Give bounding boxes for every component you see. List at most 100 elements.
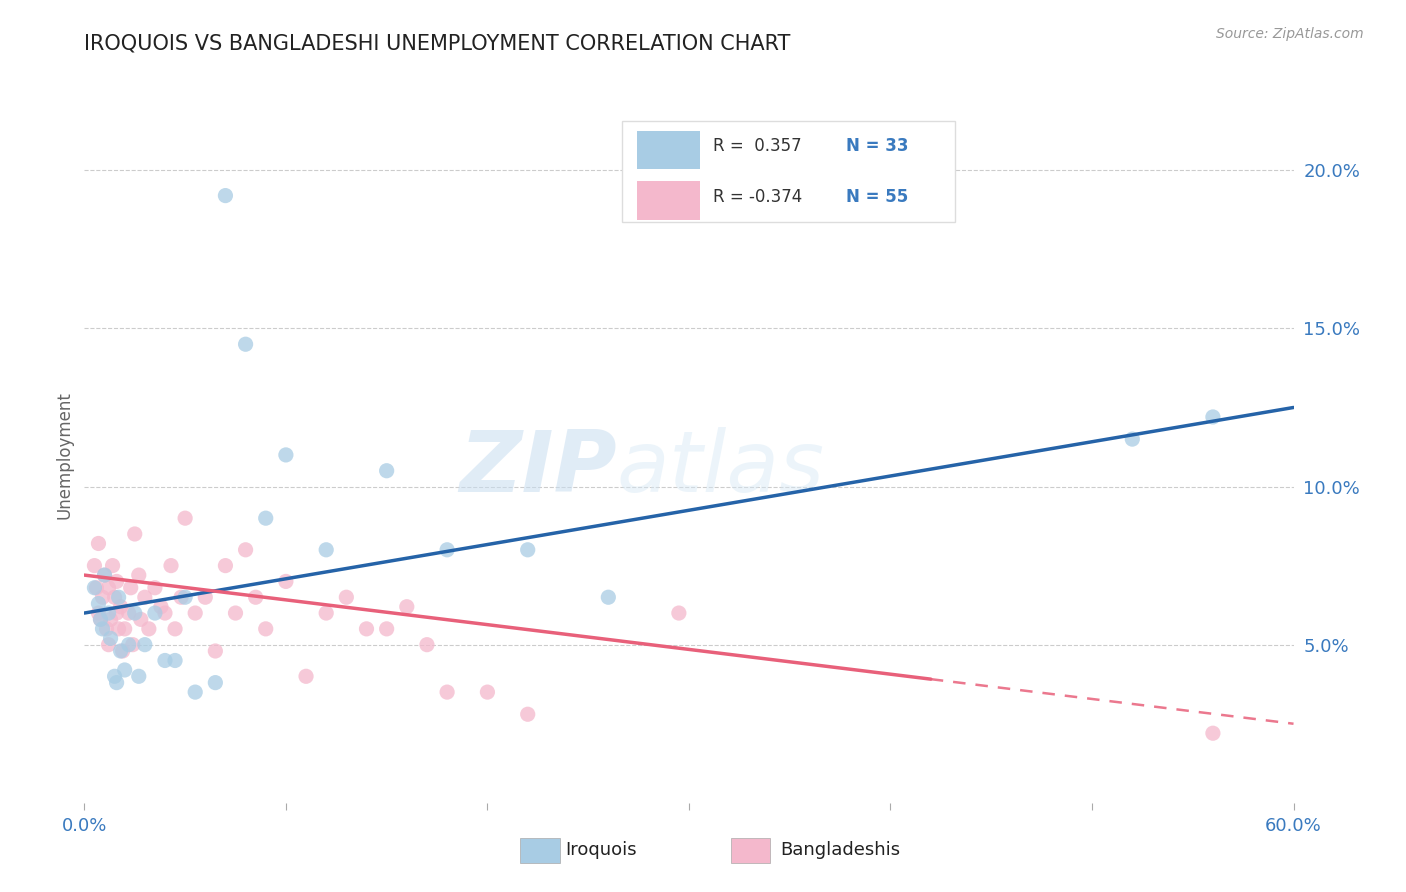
- Point: [204, 675, 226, 690]
- Point: [114, 663, 136, 677]
- Point: [160, 558, 183, 573]
- Point: [184, 606, 207, 620]
- Point: [149, 599, 172, 614]
- Text: Iroquois: Iroquois: [565, 841, 637, 859]
- Point: [194, 591, 217, 605]
- FancyBboxPatch shape: [623, 121, 955, 222]
- Point: [107, 591, 129, 605]
- Point: [598, 591, 620, 605]
- Text: IROQUOIS VS BANGLADESHI UNEMPLOYMENT CORRELATION CHART: IROQUOIS VS BANGLADESHI UNEMPLOYMENT COR…: [84, 34, 790, 54]
- Point: [204, 644, 226, 658]
- Point: [214, 188, 236, 202]
- Point: [121, 638, 143, 652]
- Point: [101, 558, 124, 573]
- Point: [254, 622, 277, 636]
- Point: [118, 606, 141, 620]
- Point: [295, 669, 318, 683]
- Point: [87, 597, 110, 611]
- Point: [100, 612, 122, 626]
- Point: [375, 464, 398, 478]
- Point: [134, 638, 156, 652]
- Point: [315, 542, 337, 557]
- Point: [668, 606, 690, 620]
- Text: R =  0.357: R = 0.357: [713, 137, 801, 155]
- Text: R = -0.374: R = -0.374: [713, 187, 803, 206]
- Point: [97, 606, 120, 620]
- Point: [315, 606, 337, 620]
- Point: [356, 622, 378, 636]
- Text: atlas: atlas: [616, 427, 824, 510]
- Text: Bangladeshis: Bangladeshis: [780, 841, 900, 859]
- Point: [87, 606, 110, 620]
- Point: [153, 606, 176, 620]
- Point: [214, 558, 236, 573]
- Point: [335, 591, 357, 605]
- FancyBboxPatch shape: [637, 181, 700, 219]
- Point: [100, 632, 122, 646]
- Point: [110, 599, 132, 614]
- Point: [91, 591, 114, 605]
- Point: [97, 638, 120, 652]
- Point: [165, 622, 187, 636]
- Point: [225, 606, 247, 620]
- Point: [124, 606, 146, 620]
- Point: [165, 653, 187, 667]
- Point: [516, 542, 538, 557]
- Point: [174, 511, 197, 525]
- Text: N = 55: N = 55: [846, 187, 908, 206]
- Point: [436, 542, 458, 557]
- Point: [477, 685, 499, 699]
- Point: [274, 448, 297, 462]
- Point: [105, 574, 128, 589]
- Point: [86, 581, 108, 595]
- Point: [114, 622, 136, 636]
- Point: [138, 622, 160, 636]
- Point: [235, 542, 257, 557]
- Y-axis label: Unemployment: Unemployment: [55, 391, 73, 519]
- Point: [1202, 726, 1225, 740]
- Point: [93, 568, 115, 582]
- Point: [89, 612, 111, 626]
- Point: [97, 581, 120, 595]
- Point: [104, 669, 127, 683]
- Point: [91, 622, 114, 636]
- Point: [111, 644, 134, 658]
- Text: Source: ZipAtlas.com: Source: ZipAtlas.com: [1216, 27, 1364, 41]
- Point: [170, 591, 193, 605]
- Point: [436, 685, 458, 699]
- Point: [254, 511, 277, 525]
- Point: [375, 622, 398, 636]
- Point: [104, 591, 127, 605]
- Point: [118, 638, 141, 652]
- Point: [107, 622, 129, 636]
- Point: [105, 675, 128, 690]
- Point: [110, 644, 132, 658]
- Point: [143, 581, 166, 595]
- Point: [124, 527, 146, 541]
- Point: [89, 612, 111, 626]
- Point: [83, 558, 105, 573]
- Point: [184, 685, 207, 699]
- FancyBboxPatch shape: [637, 131, 700, 169]
- Point: [1121, 432, 1143, 446]
- Point: [128, 669, 150, 683]
- Point: [87, 536, 110, 550]
- Point: [93, 568, 115, 582]
- Point: [274, 574, 297, 589]
- Point: [96, 622, 118, 636]
- Point: [128, 568, 150, 582]
- Point: [174, 591, 197, 605]
- Point: [245, 591, 267, 605]
- Point: [143, 606, 166, 620]
- Point: [134, 591, 156, 605]
- Text: ZIP: ZIP: [458, 427, 616, 510]
- Point: [129, 612, 152, 626]
- Point: [120, 581, 142, 595]
- Point: [83, 581, 105, 595]
- Point: [105, 606, 128, 620]
- Point: [395, 599, 418, 614]
- Point: [416, 638, 439, 652]
- Point: [153, 653, 176, 667]
- Point: [1202, 409, 1225, 424]
- Text: N = 33: N = 33: [846, 137, 908, 155]
